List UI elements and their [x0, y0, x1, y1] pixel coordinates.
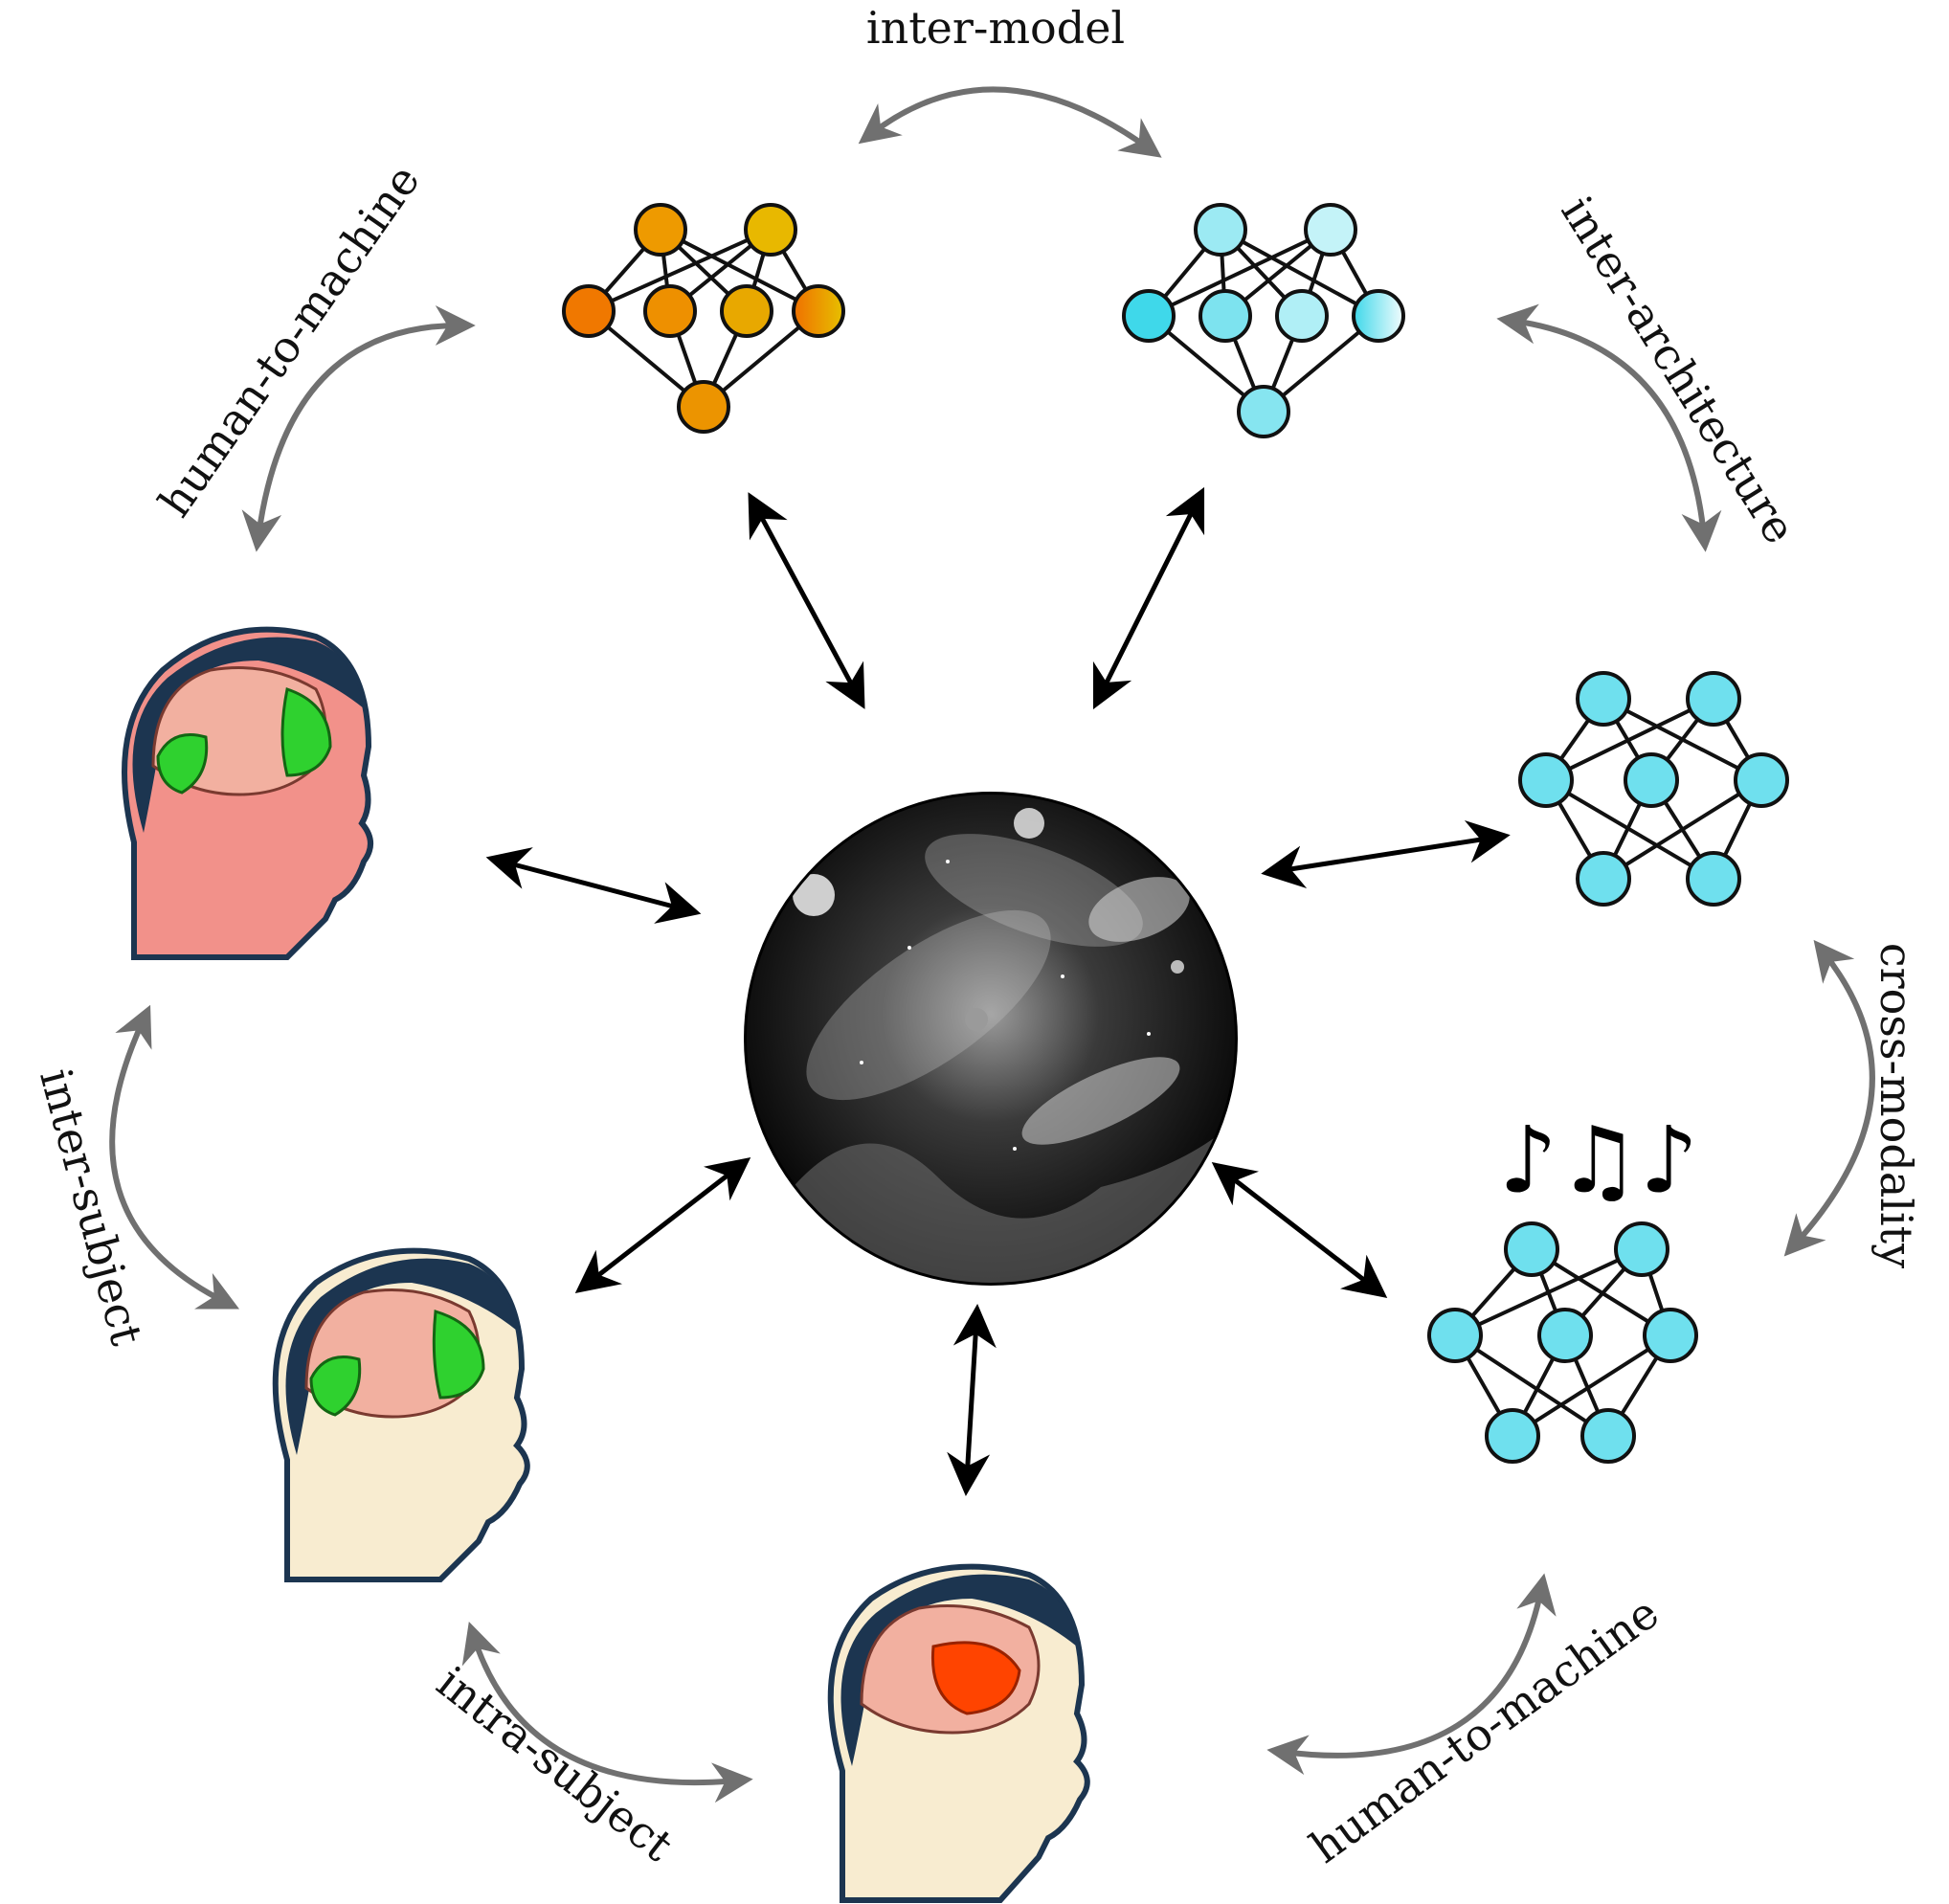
arrow-head1-center	[485, 847, 702, 924]
human-head-3-icon	[827, 1563, 1090, 1903]
label-inter-model: inter-model	[866, 2, 1125, 54]
arrow-cyan-net-center	[1092, 486, 1205, 710]
arrow-head2-center	[574, 1156, 751, 1294]
relation-arrows	[109, 86, 1875, 1803]
arc-inter-model	[858, 86, 1162, 158]
arc-intra-subject	[461, 1622, 753, 1803]
center-arrows	[485, 486, 1511, 1496]
architecture-network-icon	[1518, 671, 1789, 907]
orange-network-icon	[562, 203, 845, 434]
audio-network-icon	[1427, 1221, 1698, 1464]
music-notes-icon: ♪♫♪	[1499, 1107, 1699, 1214]
arrow-orange-net-center	[748, 492, 865, 709]
arrow-head3-center	[947, 1304, 997, 1496]
arc-cross-modality	[1783, 939, 1875, 1257]
label-inter-subject: inter-subject	[30, 1064, 153, 1351]
universe-image	[744, 792, 1238, 1286]
label-inter-architecture: inter-architecture	[1551, 188, 1805, 552]
arrow-arch-net-center	[1261, 819, 1511, 889]
label-cross-modality: cross-modality	[1871, 943, 1922, 1268]
label-human-to-machine-top: human-to-machine	[148, 155, 430, 526]
cyan-network-icon	[1122, 203, 1405, 438]
arc-inter-subject	[109, 1004, 240, 1310]
arrow-audio-net-center	[1211, 1161, 1388, 1299]
arc-inter-architecture	[1496, 303, 1722, 552]
human-head-2-icon	[272, 1247, 530, 1582]
arc-human-to-machine-top	[241, 305, 476, 552]
human-head-1-icon	[122, 626, 373, 960]
label-intra-subject: intra-subject	[428, 1656, 683, 1871]
label-human-to-machine-bottom: human-to-machine	[1301, 1586, 1669, 1872]
arc-human-to-machine-bottom	[1266, 1573, 1557, 1776]
